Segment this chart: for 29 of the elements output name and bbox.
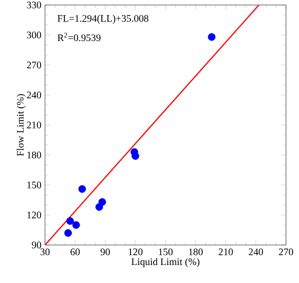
point bbox=[64, 229, 72, 237]
x-tick-label: 150 bbox=[158, 248, 173, 256]
y-tick-label: 150 bbox=[27, 182, 42, 188]
point bbox=[72, 221, 80, 229]
y-tick-label: 90 bbox=[32, 242, 42, 248]
y-tick-label: 270 bbox=[26, 62, 42, 68]
point bbox=[78, 185, 86, 193]
y-tick-label: 240 bbox=[26, 92, 42, 98]
point bbox=[208, 33, 216, 41]
x-tick-label: 270 bbox=[278, 248, 294, 256]
y-tick-label: 210 bbox=[26, 122, 42, 128]
x-tick-label: 210 bbox=[218, 248, 233, 256]
annotation: FL=1.294(LL)+35.008 bbox=[58, 14, 148, 24]
x-tick-label: 90 bbox=[100, 248, 110, 256]
point bbox=[95, 203, 104, 211]
x-tick-label: 30 bbox=[40, 248, 50, 256]
y-tick-label: 120 bbox=[27, 212, 42, 218]
x-tick-label: 60 bbox=[70, 248, 80, 256]
y-tick-label: 330 bbox=[27, 2, 42, 8]
point bbox=[132, 152, 140, 160]
x-tick-label: 240 bbox=[248, 248, 263, 256]
point bbox=[66, 217, 74, 225]
x-tick-label: 120 bbox=[128, 248, 142, 256]
y-tick-label: 180 bbox=[27, 152, 42, 158]
y-tick-label: 300 bbox=[27, 32, 42, 38]
y-axis-title: Flow Limit (%) bbox=[16, 94, 26, 156]
x-axis-title: Liquid Limit (%) bbox=[131, 258, 200, 268]
x-tick-label: 180 bbox=[189, 248, 203, 256]
annotation: R$^{2}$=0.9539 bbox=[58, 32, 100, 42]
